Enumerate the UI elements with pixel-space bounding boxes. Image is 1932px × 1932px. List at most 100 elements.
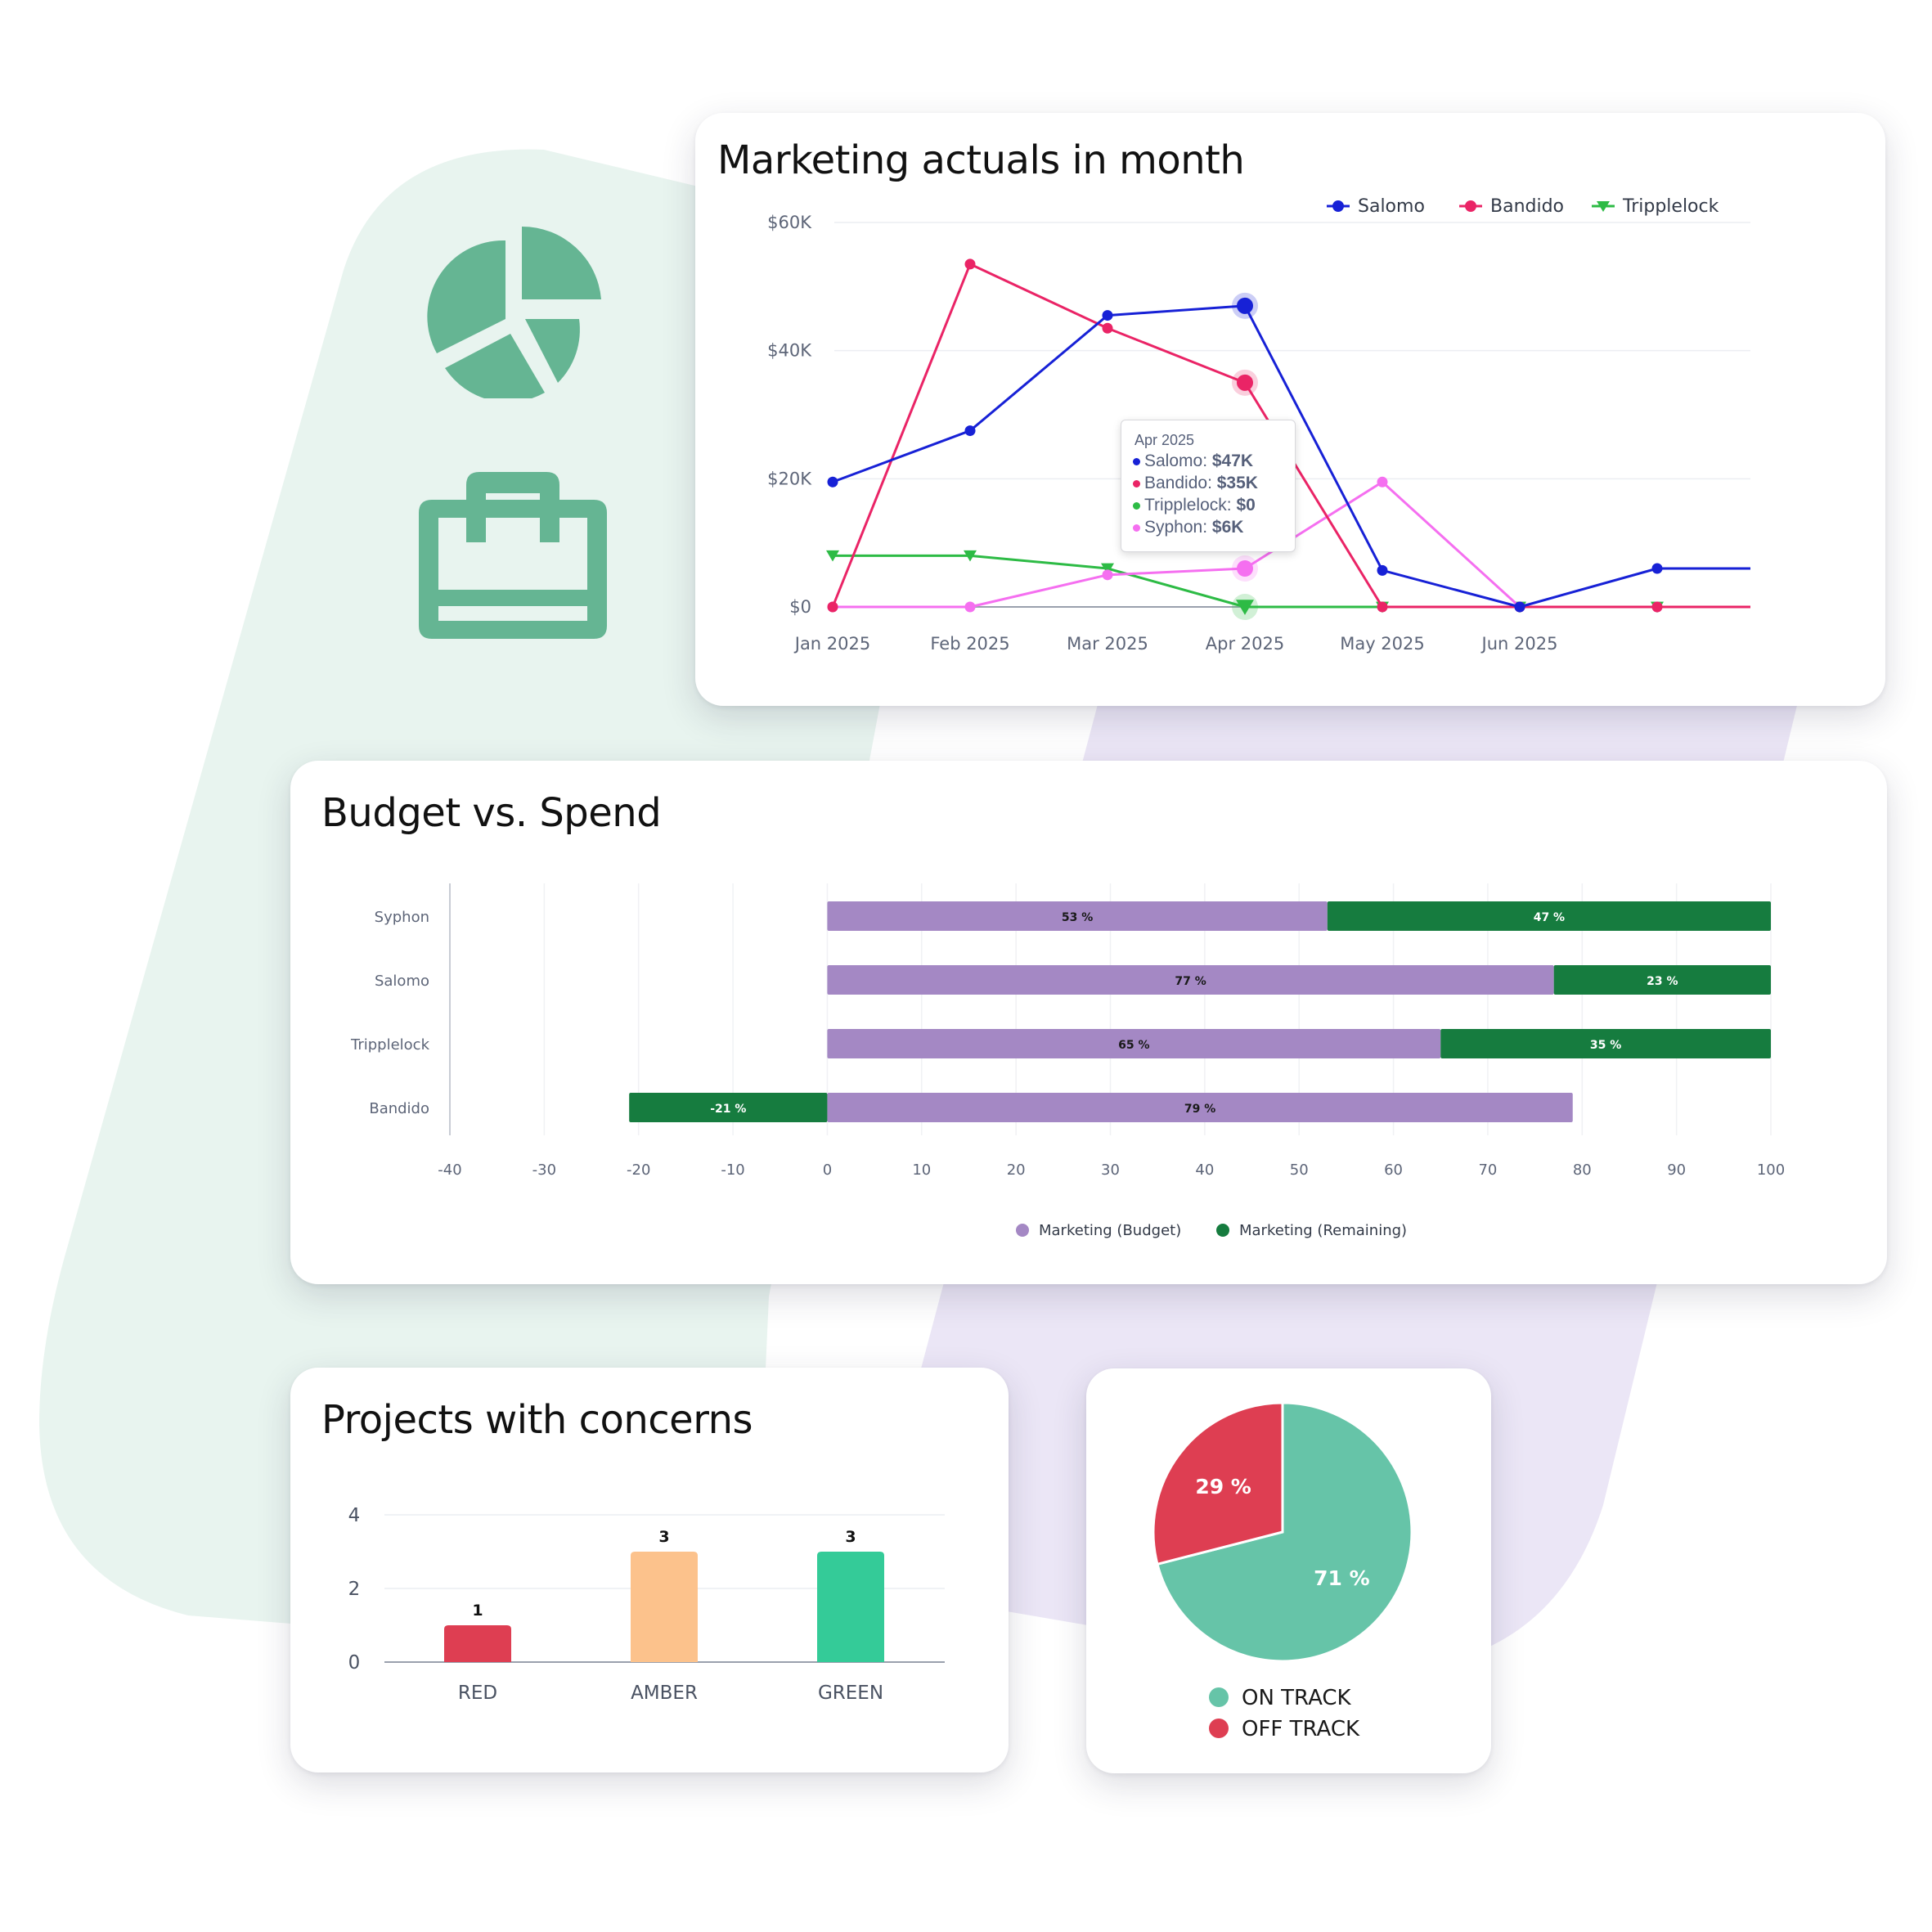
data-point-salomo-6 xyxy=(1651,563,1663,574)
x-tick-label-red: RED xyxy=(458,1683,497,1704)
data-point-bandido-2 xyxy=(1102,322,1113,334)
data-label-amber: 3 xyxy=(658,1528,669,1546)
x-tick-label-10: 10 xyxy=(912,1161,931,1179)
x-tick-label-80: 80 xyxy=(1573,1161,1592,1179)
x-tick-label-20: 20 xyxy=(1007,1161,1026,1179)
data-point-syphon-3 xyxy=(1237,560,1253,577)
x-tick-label-40: 40 xyxy=(1195,1161,1214,1179)
data-point-syphon-1 xyxy=(964,601,976,613)
bar-budget-bandido xyxy=(827,1093,1573,1122)
legend-marker-tripplelock xyxy=(1597,201,1610,212)
y-tick-label-60k: $60K xyxy=(767,213,812,232)
legend-label-bandido: Bandido xyxy=(1490,196,1564,217)
data-point-salomo-3 xyxy=(1237,297,1253,314)
y-tick-label-0: $0 xyxy=(789,597,811,617)
tooltip-header: Apr 2025 xyxy=(1134,432,1195,448)
x-tick-label-0: 0 xyxy=(823,1161,832,1179)
data-point-salomo-1 xyxy=(964,425,976,437)
data-label-budget-salomo: 77 % xyxy=(1175,975,1206,988)
pie-slice-off-track xyxy=(1152,1401,1284,1566)
tooltip-dot-salomo xyxy=(1133,457,1140,465)
bar-remaining-salomo xyxy=(1553,965,1771,995)
x-tick-label-apr-2025: Apr 2025 xyxy=(1206,634,1284,654)
pie-chart-icon-wedge-4 xyxy=(525,319,580,383)
data-point-salomo-4 xyxy=(1377,564,1388,576)
legend-marker-off-track xyxy=(1209,1719,1229,1738)
pie-label-on-track: 71 % xyxy=(1314,1566,1370,1590)
tooltip-dot-bandido xyxy=(1133,479,1140,487)
data-point-salomo-2 xyxy=(1102,310,1113,321)
x-tick-label-30: 30 xyxy=(1101,1161,1120,1179)
data-label-budget-tripplelock: 65 % xyxy=(1118,1039,1149,1052)
projects-concerns-title: Projects with concerns xyxy=(321,1397,753,1443)
data-label-red: 1 xyxy=(472,1602,483,1620)
x-tick-label-20: -20 xyxy=(627,1161,650,1179)
bar-amber xyxy=(631,1552,698,1662)
pie-chart-icon xyxy=(427,226,601,398)
data-point-tripplelock-1 xyxy=(964,550,977,562)
tooltip-dot-tripplelock xyxy=(1133,501,1140,510)
track-status-card: 71 % 29 % ON TRACK OFF TRACK xyxy=(1086,1368,1491,1773)
budget-bar-chart: -40 -30 -20 -10 0 10 20 30 40 50 60 70 80 90 100 Syphon… xyxy=(350,883,1785,1239)
x-tick-label-30: -30 xyxy=(532,1161,556,1179)
data-label-green: 3 xyxy=(845,1528,856,1546)
projects-bar-chart: 0 2 4 1 RED 3 AMBER 3 GREEN xyxy=(348,1505,945,1704)
bar-green xyxy=(817,1552,884,1662)
legend-label-off-track: OFF TRACK xyxy=(1242,1717,1360,1741)
marketing-line-chart: $0 $20K $40K $60K Jan 2025 Feb 2025 Mar 2025 Ap… xyxy=(767,196,1750,654)
briefcase-icon-body xyxy=(419,500,607,639)
series-line-salomo xyxy=(832,304,1750,609)
briefcase-icon-handle xyxy=(466,472,559,542)
data-point-bandido-1 xyxy=(964,258,976,270)
tooltip-dot-syphon xyxy=(1133,523,1140,532)
bar-budget-syphon xyxy=(827,901,1328,931)
x-tick-label-10: -10 xyxy=(721,1161,744,1179)
data-label-remaining-syphon: 47 % xyxy=(1534,911,1565,924)
x-tick-label-jan-2025: Jan 2025 xyxy=(793,634,871,654)
x-tick-label-jun-2025: Jun 2025 xyxy=(1480,634,1558,654)
pie-chart-icon-wedge-3 xyxy=(445,334,545,398)
data-point-tripplelock-0 xyxy=(826,550,839,562)
legend-label-salomo: Salomo xyxy=(1358,196,1425,217)
data-point-salomo-5 xyxy=(1514,601,1525,613)
x-tick-label-40: -40 xyxy=(438,1161,461,1179)
y-tick-label-bandido: Bandido xyxy=(369,1100,429,1117)
data-point-bandido-4 xyxy=(1377,601,1388,613)
bar-red xyxy=(444,1625,511,1662)
pie-slice-on-track xyxy=(1156,1401,1413,1663)
bar-budget-tripplelock xyxy=(827,1029,1441,1058)
y-tick-label-syphon: Syphon xyxy=(375,909,429,926)
x-tick-label-may-2025: May 2025 xyxy=(1340,634,1425,654)
data-point-bandido-6 xyxy=(1651,601,1663,613)
data-point-tripplelock-3 xyxy=(1236,600,1254,615)
bar-budget-salomo xyxy=(827,965,1554,995)
bar-remaining-syphon xyxy=(1327,901,1771,931)
tooltip-row-syphon: Syphon: $6K xyxy=(1133,518,1243,537)
x-tick-label-green: GREEN xyxy=(818,1683,883,1704)
projects-concerns-card: Projects with concerns 0 2 4 1 RED 3 AMBER 3 GRE… xyxy=(290,1368,1009,1772)
x-tick-label-100: 100 xyxy=(1757,1161,1785,1179)
legend-label-marketing-remaining: Marketing (Remaining) xyxy=(1239,1222,1407,1239)
x-tick-label-mar-2025: Mar 2025 xyxy=(1067,634,1148,654)
tooltip-label-tripplelock: Tripplelock: xyxy=(1144,496,1237,514)
tooltip-label-syphon: Syphon: xyxy=(1144,518,1212,537)
budget-vs-spend-card: Budget vs. Spend -40 -30 -20 -10 0 10 20 30 40 50… xyxy=(290,761,1887,1284)
x-tick-label-feb-2025: Feb 2025 xyxy=(930,634,1009,654)
briefcase-icon xyxy=(419,472,607,639)
data-point-syphon-4 xyxy=(1377,476,1388,487)
data-label-remaining-tripplelock: 35 % xyxy=(1590,1039,1621,1052)
tooltip-value-tripplelock: $0 xyxy=(1236,496,1256,514)
tooltip-row-salomo: Salomo: $47K xyxy=(1133,452,1253,471)
tooltip-value-syphon: $6K xyxy=(1211,518,1244,537)
track-status-pie-chart: 71 % 29 % ON TRACK OFF TRACK xyxy=(1152,1401,1413,1741)
pie-label-off-track: 29 % xyxy=(1195,1475,1251,1498)
legend-marker-salomo xyxy=(1332,200,1344,212)
x-tick-label-60: 60 xyxy=(1384,1161,1403,1179)
data-label-remaining-salomo: 23 % xyxy=(1647,975,1678,988)
series-line-bandido xyxy=(831,263,1750,609)
legend-marker-marketing-remaining xyxy=(1216,1224,1229,1237)
data-point-bandido-3 xyxy=(1237,374,1253,391)
legend-label-tripplelock: Tripplelock xyxy=(1622,196,1719,217)
bar-remaining-tripplelock xyxy=(1440,1029,1771,1058)
tooltip-label-salomo: Salomo: xyxy=(1144,452,1212,470)
